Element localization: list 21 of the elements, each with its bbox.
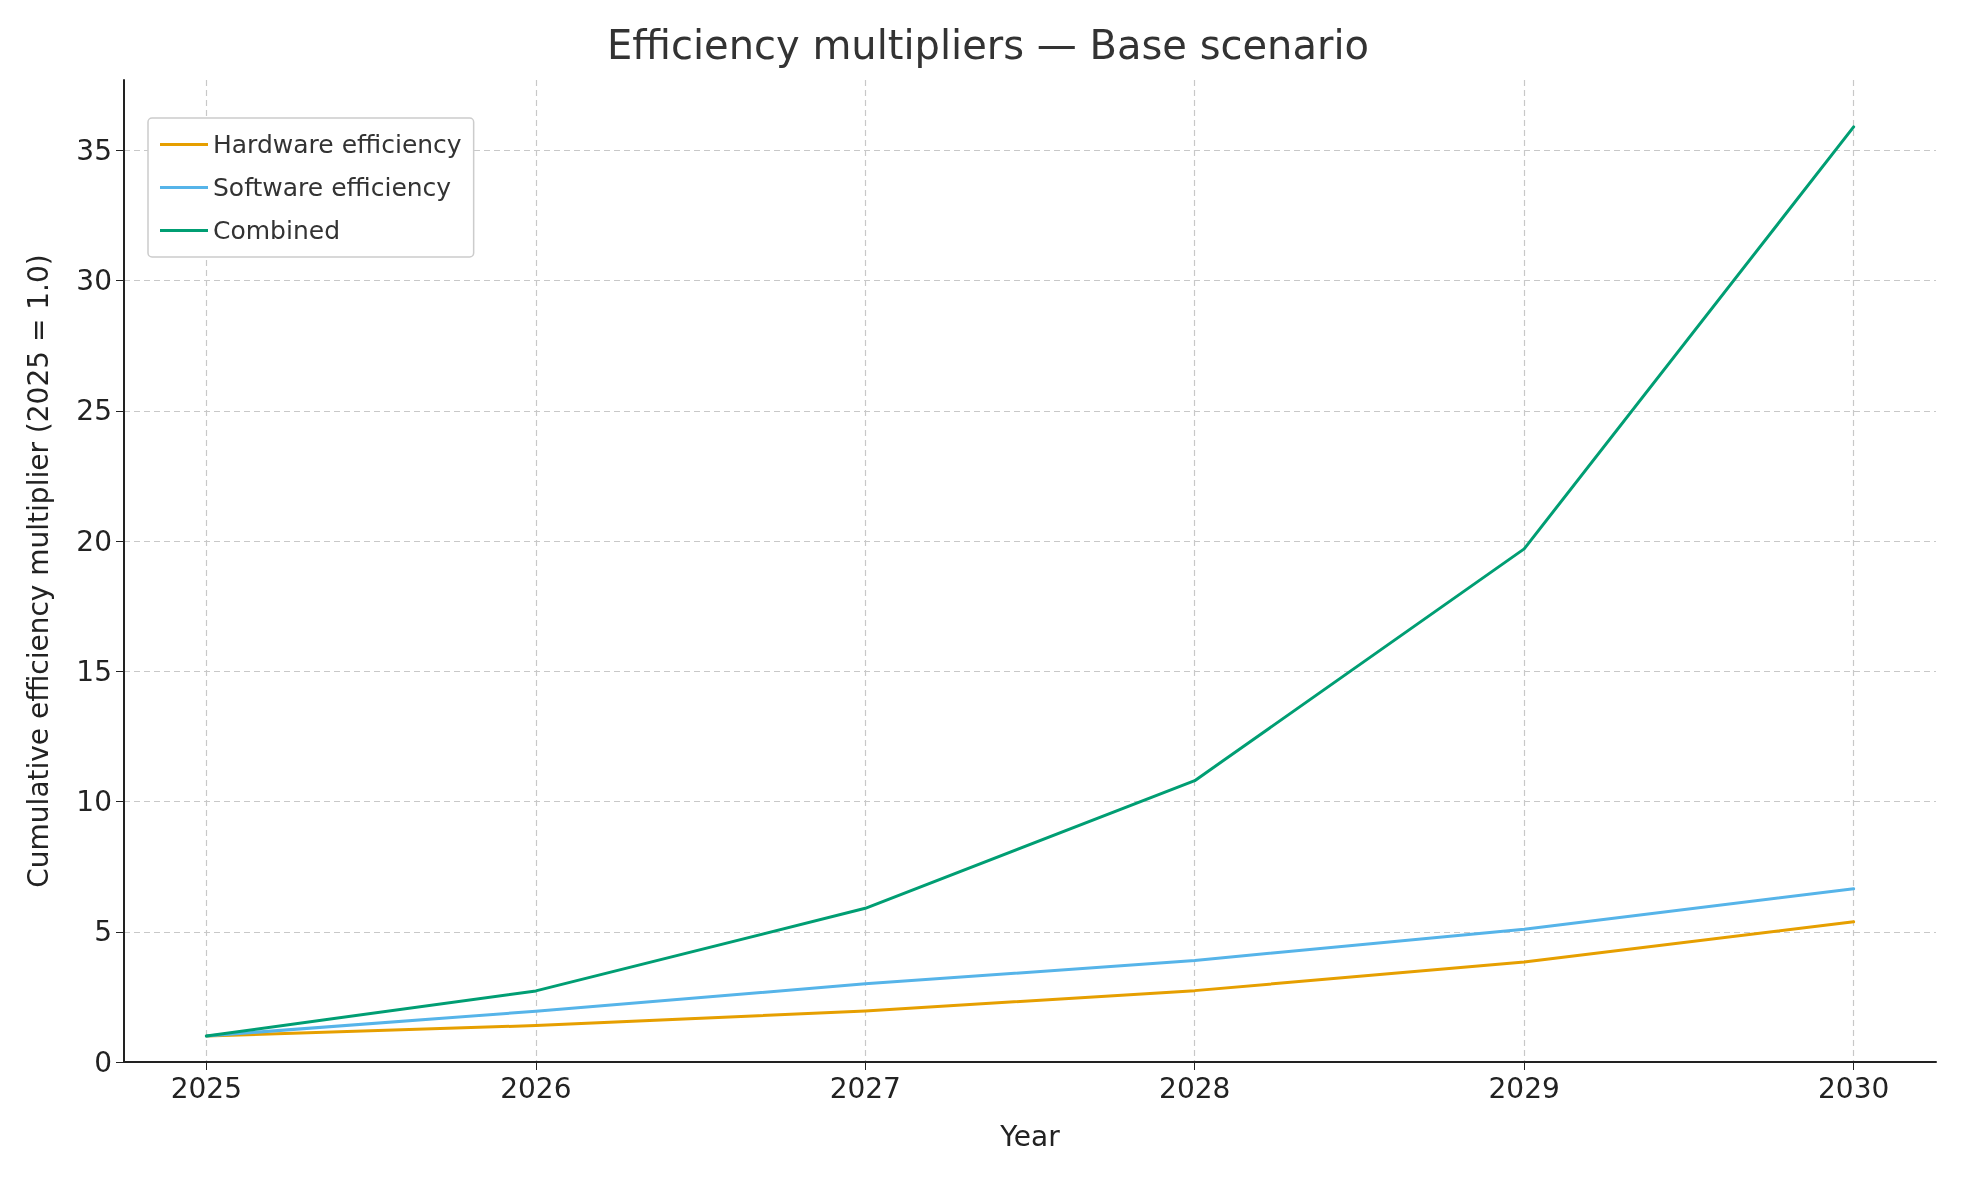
y-tick-label: 0: [94, 1045, 112, 1079]
x-tick-label: 2025: [170, 1071, 242, 1105]
x-tick-label: 2029: [1488, 1071, 1560, 1105]
legend-label: Hardware efficiency: [213, 130, 462, 159]
y-tick-label: 30: [76, 264, 112, 298]
y-tick-label: 20: [76, 524, 112, 558]
y-tick-label: 10: [76, 785, 112, 819]
x-tick-label: 2028: [1159, 1071, 1231, 1105]
y-tick-label: 5: [94, 915, 112, 949]
line-series: [204, 125, 1856, 1038]
x-tick-label: 2027: [829, 1071, 901, 1105]
x-axis-title: Year: [999, 1119, 1061, 1153]
y-tick-label: 25: [76, 394, 112, 428]
y-tick-label: 15: [76, 654, 112, 688]
chart-title: Efficiency multipliers — Base scenario: [606, 22, 1370, 68]
x-tick-label: 2030: [1818, 1071, 1890, 1105]
legend-label: Software efficiency: [213, 173, 452, 202]
y-axis-title: Cumulative efficiency multiplier (2025 = 1.0): [21, 254, 55, 888]
y-tick-label: 35: [76, 133, 112, 167]
legend-label: Combined: [213, 216, 341, 245]
x-tick-label: 2026: [500, 1071, 572, 1105]
